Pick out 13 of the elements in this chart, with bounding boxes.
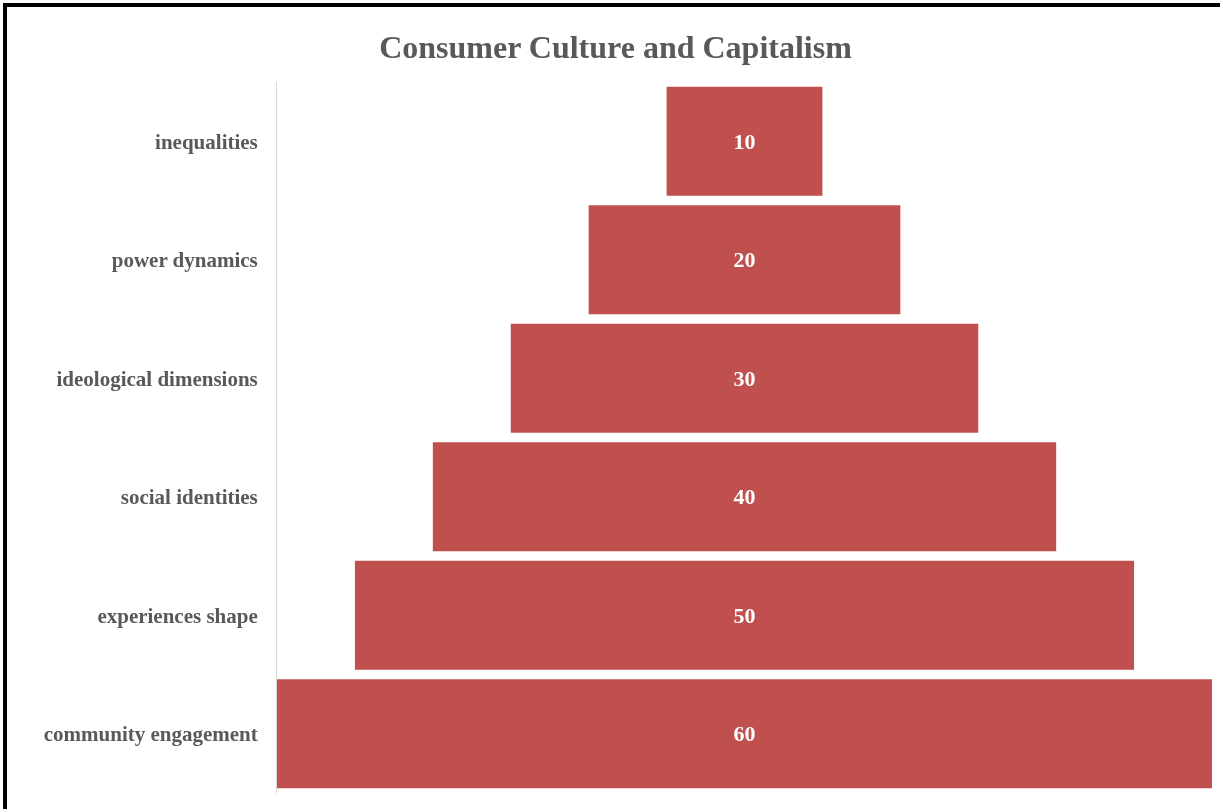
data-label: 30 bbox=[733, 365, 756, 391]
category-label: community engagement bbox=[43, 722, 258, 747]
data-label: 10 bbox=[733, 128, 756, 154]
text: Consumer Culture and Capitalism bbox=[379, 28, 853, 65]
data-label: 20 bbox=[733, 247, 756, 273]
category-label: power dynamics bbox=[111, 248, 258, 273]
category-label: inequalities bbox=[155, 129, 258, 154]
category-label: social identities bbox=[120, 485, 258, 510]
category-label: ideological dimensions bbox=[56, 366, 258, 391]
data-label: 60 bbox=[733, 721, 756, 747]
data-label: 50 bbox=[733, 602, 756, 628]
category-label: experiences shape bbox=[97, 603, 258, 628]
data-label: 40 bbox=[733, 484, 756, 510]
